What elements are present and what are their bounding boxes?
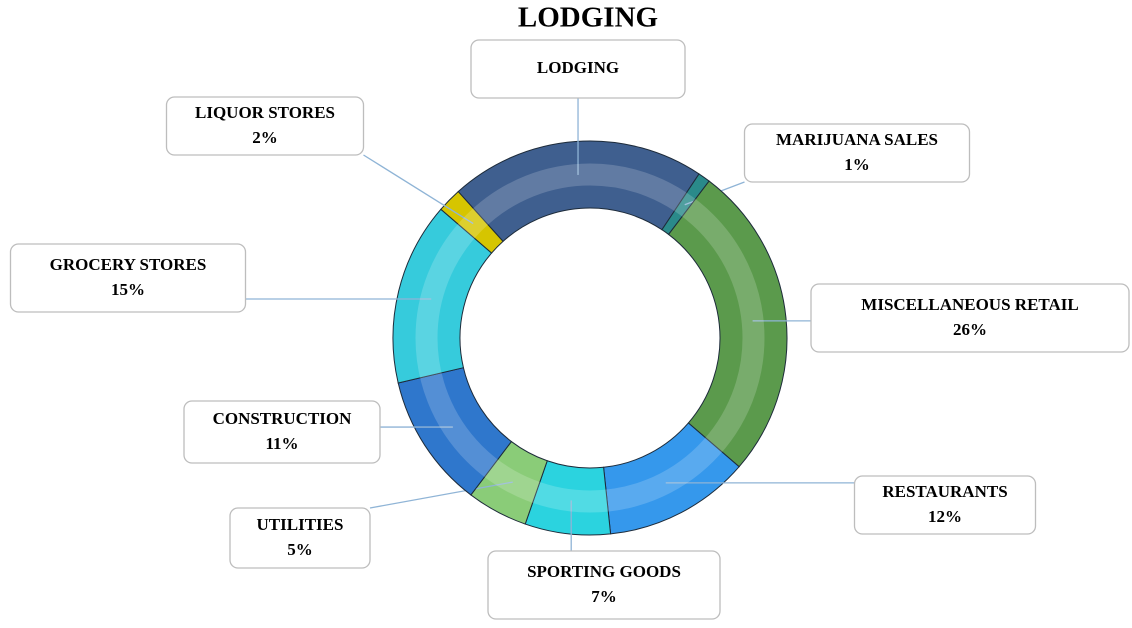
label-box — [165, 96, 365, 156]
value-label: 5% — [287, 540, 313, 559]
value-label: 12% — [928, 507, 962, 526]
value-label: 11% — [265, 434, 298, 453]
label-box — [853, 475, 1037, 535]
category-label: UTILITIES — [257, 515, 344, 534]
value-label: 2% — [252, 128, 278, 147]
donut-sheen — [415, 163, 765, 513]
chart-title: LODGING — [518, 2, 658, 34]
category-label: MARIJUANA SALES — [776, 130, 938, 149]
category-label: CONSTRUCTION — [213, 409, 353, 428]
label-box — [487, 550, 721, 620]
category-label: LIQUOR STORES — [195, 103, 335, 122]
leader-line — [363, 154, 474, 225]
label-box — [470, 39, 686, 99]
label-box — [743, 123, 971, 183]
value-label: 26% — [953, 320, 987, 339]
category-label: MISCELLANEOUS RETAIL — [861, 295, 1078, 314]
label-box — [183, 400, 381, 464]
value-label: 1% — [844, 155, 870, 174]
category-label: GROCERY STORES — [50, 255, 207, 274]
category-label: LODGING — [537, 58, 619, 77]
leader-line — [369, 481, 513, 509]
category-label: SPORTING GOODS — [527, 562, 681, 581]
donut-slice — [667, 180, 788, 468]
category-label: RESTAURANTS — [882, 482, 1007, 501]
label-box — [9, 243, 247, 313]
value-label: 7% — [591, 587, 617, 606]
label-box — [810, 283, 1130, 353]
label-box — [229, 507, 371, 569]
value-label: 15% — [111, 280, 145, 299]
